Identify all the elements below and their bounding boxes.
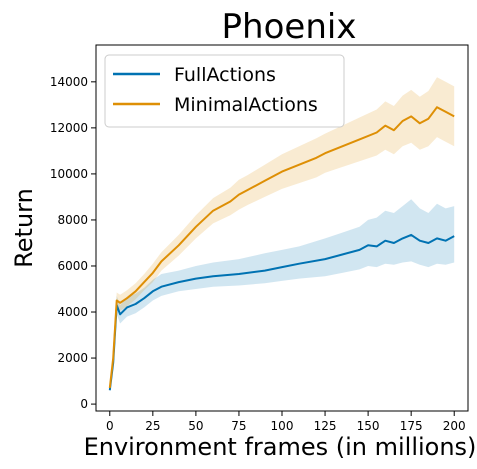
x-tick-label-175: 175 — [400, 419, 423, 433]
y-tick-label-0: 0 — [80, 397, 88, 411]
y-tick-label-4000: 4000 — [57, 305, 88, 319]
x-tick-label-100: 100 — [271, 419, 294, 433]
x-tick-label-50: 50 — [188, 419, 203, 433]
x-tick-label-0: 0 — [106, 419, 114, 433]
y-tick-label-12000: 12000 — [50, 121, 88, 135]
y-tick-label-8000: 8000 — [57, 213, 88, 227]
x-tick-label-125: 125 — [314, 419, 337, 433]
x-axis: 0 25 50 75 100 125 150 175 200 — [106, 411, 466, 433]
y-axis: 0 2000 4000 6000 8000 10000 12000 14000 — [50, 75, 96, 411]
plot-frame — [95, 44, 469, 412]
y-tick-label-10000: 10000 — [50, 167, 88, 181]
x-axis-label: Environment frames (in millions) — [84, 433, 477, 461]
y-tick-label-6000: 6000 — [57, 259, 88, 273]
legend-label-minimalactions: MinimalActions — [174, 94, 318, 116]
y-axis-label: Return — [10, 188, 38, 268]
band-minimalactions — [109, 77, 455, 390]
x-tick-label-25: 25 — [145, 419, 160, 433]
line-minimalactions — [108, 106, 455, 389]
legend: FullActions MinimalActions — [104, 54, 345, 128]
line-fullactions — [108, 233, 455, 391]
chart-title: Phoenix — [222, 7, 357, 47]
legend-box — [104, 54, 345, 128]
legend-label-fullactions: FullActions — [174, 64, 276, 86]
y-tick-label-14000: 14000 — [50, 75, 88, 89]
x-tick-label-150: 150 — [357, 419, 380, 433]
x-tick-label-200: 200 — [443, 419, 466, 433]
x-tick-label-75: 75 — [231, 419, 246, 433]
band-fullactions — [109, 199, 455, 392]
plot-area — [108, 77, 455, 392]
y-tick-label-2000: 2000 — [57, 351, 88, 365]
